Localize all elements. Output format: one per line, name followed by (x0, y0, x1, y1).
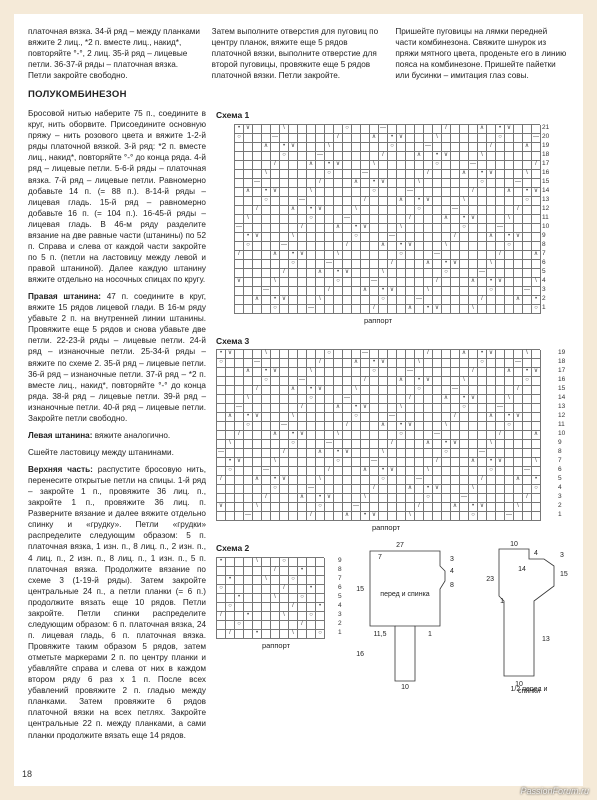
chart3-rownums: 19181716151413121110987654321 (558, 349, 570, 520)
text-right-leg: 47 п. соедините в круг, вяжите 15 рядов … (28, 292, 206, 423)
dim-h-leg: 16 (356, 651, 364, 658)
top-col-2: Затем выполните отверстия для пуговиц по… (212, 26, 386, 81)
text-left-leg: вяжите аналогично. (92, 431, 170, 440)
chart3-rapport: раппорт (216, 523, 556, 533)
page-number: 18 (22, 768, 32, 780)
dim-st2: 4 (450, 568, 454, 575)
chart2-rapport: раппорт (216, 641, 336, 651)
dim-st1: 3 (450, 556, 454, 563)
dim2-yoke2: 4 (534, 550, 538, 557)
dim2-gap: 1 (500, 598, 504, 605)
dim-st3: 8 (450, 582, 454, 589)
dim-w-top: 27 (396, 542, 404, 549)
para-gusset: Сшейте ластовицу между штанинами. (28, 447, 206, 458)
chart3: •∨\○—/∧•∨\○—/∧•∨\○—∧•∨\○—/∧•∨○—/∧•∨\○/∧•… (216, 349, 556, 521)
chart3-label: Схема 3 (216, 336, 584, 347)
subhead-upper: Верхняя часть: (28, 465, 93, 474)
chart1-rownums: 212019181716151413121110987654321 (542, 124, 554, 313)
watermark: PassionForum.ru (520, 786, 589, 796)
top-col-1: платочная вязка. 34-й ряд – между планка… (28, 26, 202, 81)
para-intro: Бросовой нитью наберите 75 п., соедините… (28, 108, 206, 285)
dim-gap: 1 (428, 631, 432, 638)
section-heading: ПОЛУКОМБИНЕЗОН (28, 89, 569, 102)
chart2: •\○/••\○○/••\○○/•/•\○○//•\○ 987654321 (216, 557, 336, 639)
para-left-leg: Левая штанина: вяжите аналогично. (28, 430, 206, 441)
chart1-rapport: раппорт (216, 316, 540, 326)
text-upper: распустите бросовую нить, перенесите отк… (28, 465, 206, 740)
top-col-3: Пришейте пуговицы на лямки передней част… (395, 26, 569, 81)
dim2-wbody: 14 (518, 566, 526, 573)
dim2-hupper: 23 (486, 576, 494, 583)
dim2-yoke1: 15 (560, 571, 568, 578)
dim2-hlower: 13 (542, 636, 550, 643)
schematic-sleeve-label2: спинки (474, 687, 584, 696)
dim-neck: 7 (378, 554, 382, 561)
dim2-yoke3: 3 (560, 552, 564, 559)
chart2-label: Схема 2 (216, 543, 336, 554)
para-right-leg: Правая штанина: 47 п. соедините в круг, … (28, 291, 206, 424)
chart3-grid: •∨\○—/∧•∨\○—/∧•∨\○—∧•∨\○—/∧•∨○—/∧•∨\○/∧•… (216, 349, 540, 521)
chart2-grid: •\○/••\○○/••\○○/•/•\○○//•\○ (216, 557, 324, 639)
dim-h-body: 15 (356, 586, 364, 593)
chart2-rownums: 987654321 (338, 557, 350, 638)
schematic-body: 27 7 3 4 8 15 16 10 11,5 1 перед и спинк… (350, 541, 460, 691)
schematic-body-label: перед и спинка (380, 591, 429, 598)
dim-gusset: 11,5 (373, 631, 386, 638)
chart1-label: Схема 1 (216, 110, 584, 121)
subhead-right-leg: Правая штанина: (28, 292, 101, 301)
dim-w-leg: 10 (401, 684, 409, 691)
para-upper: Верхняя часть: распустите бросовую нить,… (28, 464, 206, 741)
dim2-wtop: 10 (510, 541, 518, 548)
chart1: •∨\○—/∧•∨○—/∧•∨\○—∧•∨\○—/∧○—/∧•∨\/∧•∨\○—… (216, 124, 540, 314)
subhead-left-leg: Левая штанина: (28, 431, 92, 440)
schematic-sleeve: 10 4 14 3 15 23 13 10 1 1/2 перед и спин… (474, 541, 584, 696)
chart1-grid: •∨\○—/∧•∨○—/∧•∨\○—∧•∨\○—/∧○—/∧•∨\/∧•∨\○—… (234, 124, 540, 314)
